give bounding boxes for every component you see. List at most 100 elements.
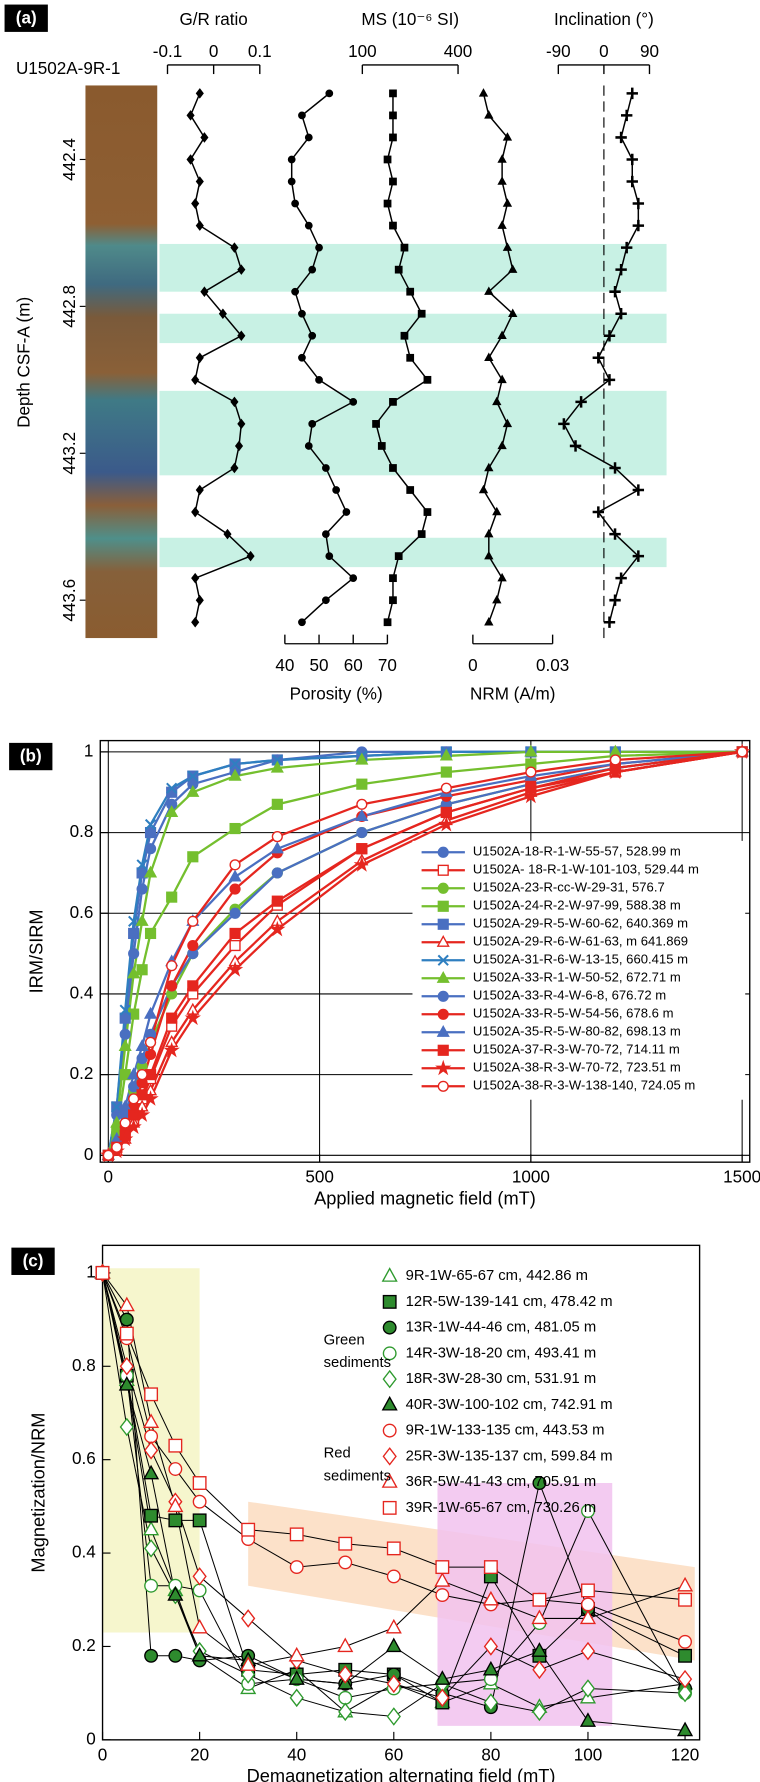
legend-group-label: sediments — [324, 1468, 391, 1484]
marker — [195, 352, 204, 364]
marker — [271, 895, 283, 907]
marker — [304, 133, 313, 142]
marker — [166, 891, 178, 903]
x-tick-label: 40 — [275, 656, 294, 675]
marker — [386, 1674, 401, 1694]
x-tick-label: 100 — [348, 42, 377, 61]
marker — [497, 154, 507, 163]
marker — [502, 198, 513, 207]
marker — [119, 1312, 134, 1327]
legend-label: 9R-1W-133-135 cm, 443.53 m — [406, 1423, 605, 1439]
marker — [128, 1109, 140, 1121]
marker — [389, 596, 397, 605]
marker — [356, 826, 368, 839]
marker — [136, 1069, 148, 1081]
marker — [482, 1590, 499, 1606]
marker — [119, 1117, 131, 1129]
marker — [437, 1080, 449, 1092]
y-tick-label: 0.8 — [72, 1356, 96, 1375]
marker — [304, 442, 313, 450]
marker — [332, 486, 341, 494]
marker — [558, 418, 570, 430]
marker — [127, 966, 141, 979]
marker — [144, 843, 157, 855]
marker — [187, 939, 199, 952]
x-tick-label: 120 — [671, 1745, 700, 1764]
marker — [192, 1583, 207, 1598]
marker — [143, 1539, 159, 1558]
legend-label: 14R-3W-18-20 cm, 493.41 m — [406, 1345, 597, 1361]
marker — [423, 375, 432, 384]
legend-swatch — [381, 1395, 398, 1411]
legend-label: U1502A-33-R-5-W-54-56, 678.6 m — [473, 1006, 674, 1021]
panel-label: (b) — [20, 747, 42, 766]
marker — [187, 770, 199, 782]
marker — [615, 308, 627, 320]
marker — [128, 1093, 140, 1105]
y-tick-label: 443.2 — [60, 432, 79, 475]
legend-swatch — [437, 882, 449, 894]
x-tick-label: -0.1 — [153, 42, 182, 61]
legend-swatch — [437, 1044, 449, 1056]
marker — [195, 176, 204, 187]
marker — [386, 1569, 401, 1584]
marker — [394, 552, 403, 560]
legend-swatch — [381, 1473, 398, 1488]
marker — [508, 264, 518, 273]
legend-label: U1502A-33-R-4-W-6-8, 676.72 m — [473, 988, 666, 1003]
marker — [144, 1429, 159, 1444]
marker — [142, 1090, 159, 1106]
shaded-region — [437, 1483, 613, 1726]
marker — [484, 462, 494, 472]
marker — [241, 1665, 256, 1684]
marker — [400, 243, 409, 252]
marker — [195, 484, 204, 496]
marker — [191, 506, 200, 518]
marker — [118, 1296, 135, 1312]
core-label: U1502A-9R-1 — [16, 59, 120, 78]
legend-swatch — [437, 900, 449, 912]
marker — [166, 960, 178, 972]
legend-box — [412, 840, 746, 1100]
marker — [484, 528, 494, 538]
marker — [532, 1592, 547, 1607]
marker — [383, 155, 392, 164]
marker — [228, 869, 242, 882]
marker — [406, 353, 415, 362]
marker — [423, 508, 432, 516]
marker — [349, 574, 358, 583]
marker — [128, 927, 140, 940]
marker — [484, 616, 494, 626]
marker — [437, 918, 449, 930]
marker — [525, 766, 537, 778]
marker — [230, 242, 239, 253]
marker — [308, 331, 317, 340]
marker — [609, 594, 621, 606]
marker — [187, 851, 199, 863]
y-tick-label: 0.6 — [72, 1449, 96, 1468]
marker — [678, 1634, 692, 1649]
marker — [478, 88, 489, 97]
marker — [110, 1115, 124, 1128]
marker — [382, 1294, 397, 1309]
marker — [144, 927, 157, 940]
marker — [191, 1646, 208, 1662]
marker — [338, 1690, 353, 1705]
x-tick-label: 1500 — [723, 1168, 760, 1187]
marker — [223, 528, 232, 540]
marker — [603, 330, 616, 342]
marker — [439, 748, 453, 761]
marker — [531, 1609, 548, 1625]
marker — [298, 309, 306, 318]
x-tick-label: 40 — [287, 1745, 306, 1764]
marker — [195, 220, 204, 231]
marker — [271, 798, 283, 810]
marker — [135, 1039, 149, 1051]
marker — [144, 826, 157, 839]
marker — [144, 865, 158, 878]
marker — [119, 1326, 134, 1341]
marker — [144, 1006, 158, 1019]
marker — [291, 287, 299, 296]
marker — [569, 440, 582, 452]
x-tick-label: 0 — [209, 42, 219, 61]
